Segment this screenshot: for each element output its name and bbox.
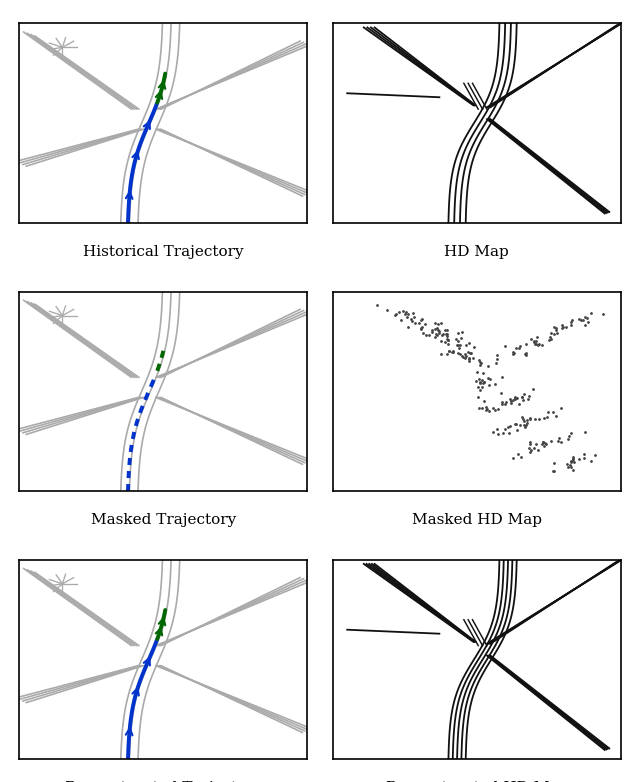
Text: Historical Trajectory: Historical Trajectory xyxy=(83,245,243,259)
Text: Masked Trajectory: Masked Trajectory xyxy=(91,513,236,527)
Text: Masked HD Map: Masked HD Map xyxy=(412,513,542,527)
Text: HD Map: HD Map xyxy=(444,245,509,259)
